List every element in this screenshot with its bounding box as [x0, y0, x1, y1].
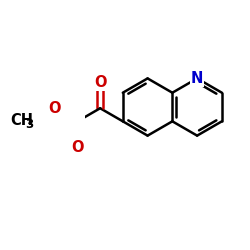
Text: N: N [191, 71, 203, 86]
Text: 3: 3 [25, 118, 33, 132]
Text: O: O [48, 101, 61, 116]
Text: O: O [94, 74, 106, 90]
Text: CH: CH [10, 113, 33, 128]
Text: O: O [71, 140, 84, 155]
